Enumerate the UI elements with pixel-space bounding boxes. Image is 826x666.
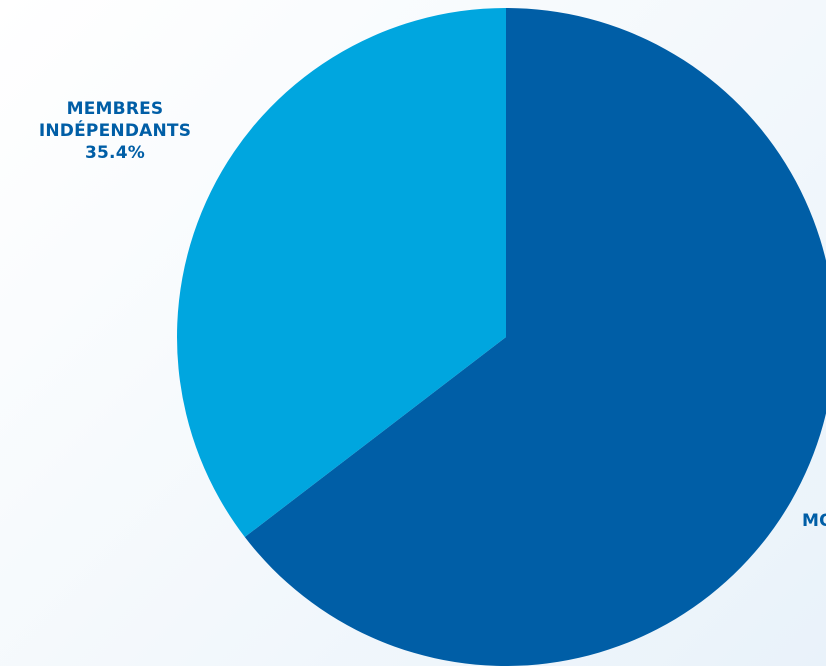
slice-label-other: MO xyxy=(802,510,826,532)
slice-label-independants: MEMBRES INDÉPENDANTS 35.4% xyxy=(10,98,220,164)
slice-label-other-text: MO xyxy=(802,511,826,531)
pie-slice-independants xyxy=(176,7,506,538)
slice-label-independants-value: 35.4% xyxy=(85,143,145,163)
slice-label-independants-line2: INDÉPENDANTS xyxy=(38,121,192,141)
pie-slice-other xyxy=(244,8,826,666)
slice-label-independants-line1: MEMBRES xyxy=(66,99,164,119)
